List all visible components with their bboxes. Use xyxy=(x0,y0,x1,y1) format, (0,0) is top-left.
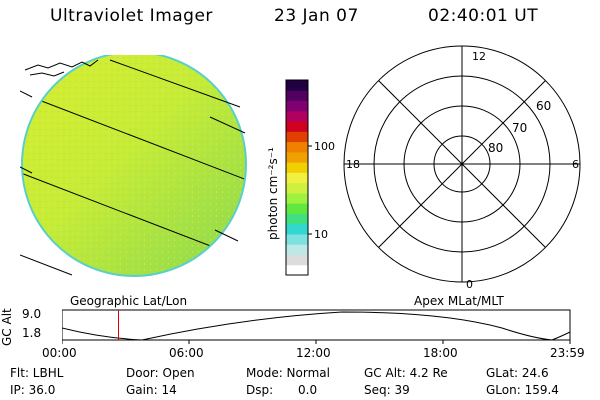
door-info: Door: Open xyxy=(126,366,195,380)
seq-info: Seq: 39 xyxy=(364,383,410,397)
colorbar-cell xyxy=(286,233,308,245)
colorbar-cell xyxy=(286,100,308,112)
dsp-value: 0.0 xyxy=(298,383,318,397)
filter-info: Flt: LBHL xyxy=(10,366,64,380)
colorbar-cell xyxy=(286,264,308,276)
mlt-label-0: 0 xyxy=(466,278,473,289)
altitude-ylabel: GC Alt xyxy=(0,308,14,346)
colorbar-cell xyxy=(286,254,308,266)
altitude-ytick-min: 1.8 xyxy=(22,326,42,340)
colorbar-cell xyxy=(286,151,308,163)
colorbar-tick-10: 10 xyxy=(314,228,328,241)
date-label: 23 Jan 07 xyxy=(274,6,359,26)
mlt-label-6: 6 xyxy=(572,158,579,171)
colorbar-cell xyxy=(286,141,308,153)
colorbar-cell xyxy=(286,203,308,214)
xtick-1200: 12:00 xyxy=(296,346,331,360)
polar-plot: 12 18 6 0 60 70 80 xyxy=(343,45,581,289)
colorbar-cell xyxy=(286,213,308,225)
geographic-label: Geographic Lat/Lon xyxy=(70,294,188,308)
lat-lon-grid xyxy=(20,59,246,276)
xtick-2359: 23:59 xyxy=(550,346,585,360)
colorbar-label: photon cm⁻²s⁻¹ xyxy=(266,147,280,240)
meridian-diag-2 xyxy=(378,80,546,248)
colorbar-cell xyxy=(286,244,308,255)
altitude-plot xyxy=(62,309,571,344)
instrument-title: Ultraviolet Imager xyxy=(50,6,213,26)
colorbar-cell xyxy=(286,90,308,102)
gain-info: Gain: 14 xyxy=(126,383,177,397)
colorbar-cell xyxy=(286,80,308,91)
colorbar-cell xyxy=(286,121,308,132)
mlt-label-12: 12 xyxy=(472,50,486,63)
lat-label-60: 60 xyxy=(536,99,551,113)
coastline xyxy=(24,59,99,77)
colorbar-cell xyxy=(286,223,308,235)
colorbar-cell xyxy=(286,192,308,204)
altitude-curve xyxy=(62,311,571,341)
uv-image xyxy=(20,55,247,277)
glon-info: GLon: 159.4 xyxy=(486,383,559,397)
xtick-1800: 18:00 xyxy=(423,346,458,360)
xtick-0000: 00:00 xyxy=(42,346,77,360)
colorbar-cell xyxy=(286,172,308,184)
ip-info: IP: 36.0 xyxy=(10,383,56,397)
colorbar-cell xyxy=(286,131,308,143)
mlt-label-18: 18 xyxy=(346,158,360,171)
lat-label-70: 70 xyxy=(512,121,527,135)
mode-info: Mode: Normal xyxy=(246,366,330,380)
xtick-0600: 06:00 xyxy=(169,346,204,360)
colorbar-tick-100: 100 xyxy=(314,140,335,153)
colorbar-cell xyxy=(286,182,308,194)
dsp-label: Dsp: xyxy=(246,383,274,397)
glat-info: GLat: 24.6 xyxy=(486,366,549,380)
gc-alt-info: GC Alt: 4.2 Re xyxy=(364,366,448,380)
lat-label-80: 80 xyxy=(488,141,503,155)
colorbar-cell xyxy=(286,110,308,122)
colorbar-cell xyxy=(286,162,308,173)
apex-label: Apex MLat/MLT xyxy=(414,294,504,308)
colorbar: 100 10 xyxy=(285,79,335,276)
time-label: 02:40:01 UT xyxy=(428,6,539,26)
altitude-ytick-max: 9.0 xyxy=(22,307,42,321)
